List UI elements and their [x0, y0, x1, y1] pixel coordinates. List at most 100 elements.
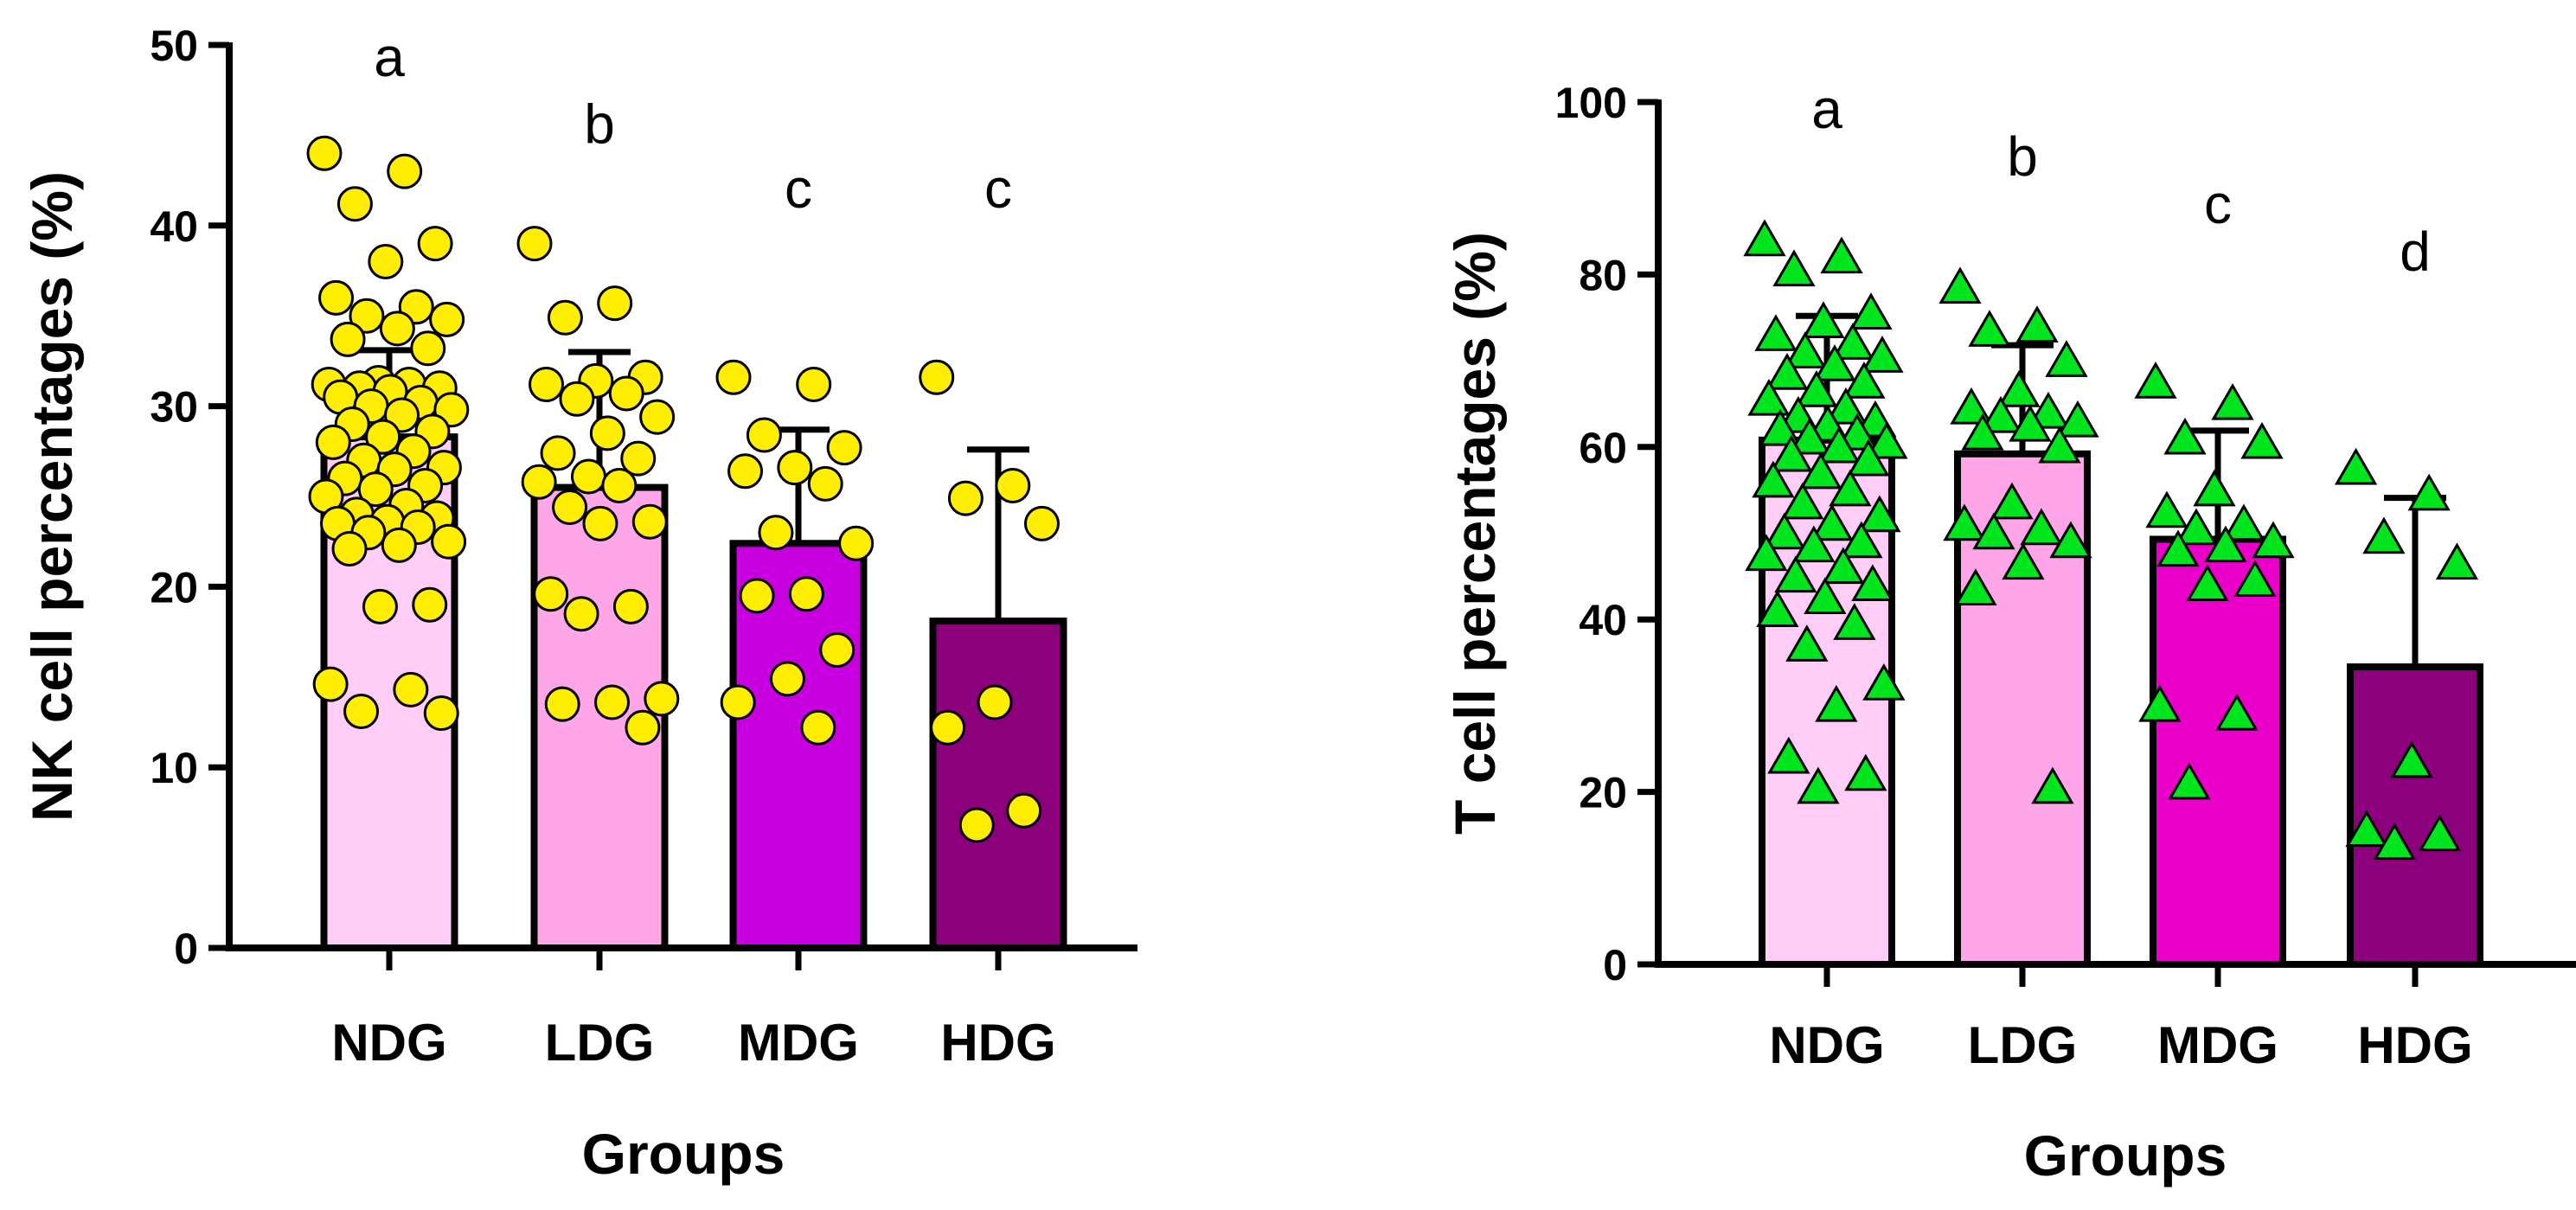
y-tick-label: 0 — [174, 925, 198, 973]
data-point — [1804, 577, 1847, 614]
data-point — [1754, 314, 1797, 351]
data-point — [582, 505, 618, 541]
data-point — [2418, 814, 2462, 852]
nk-cell-chart: 0 10 20 30 40 50 NDG a LDG b MDG c HDG c Groups NK cell… — [20, 22, 1137, 1186]
data-point — [919, 359, 955, 395]
bar — [2347, 663, 2483, 968]
data-point — [552, 490, 588, 526]
data-point — [2175, 508, 2218, 546]
bar — [2150, 535, 2286, 968]
y-tick-label: 40 — [1579, 596, 1627, 644]
data-point — [393, 671, 429, 707]
data-point — [639, 399, 676, 435]
category-label: NDG — [331, 1014, 446, 1072]
data-point — [521, 464, 557, 500]
y-tick-label: 10 — [150, 744, 198, 792]
data-point — [2038, 426, 2081, 464]
data-point — [1979, 395, 2022, 433]
data-point — [720, 684, 756, 720]
data-point — [1862, 663, 1906, 701]
data-point — [620, 440, 657, 477]
data-point — [2222, 503, 2265, 541]
data-point — [387, 153, 423, 189]
significance-letter: c — [2204, 173, 2232, 235]
data-point — [1802, 301, 1845, 338]
t-cell-chart: 0 20 40 60 80 100 NDG a LDG b MDG c HDG d Groups T cell… — [1443, 78, 2576, 1188]
data-point — [547, 299, 583, 336]
x-axis-title: Groups — [582, 1122, 785, 1186]
data-point — [429, 301, 465, 337]
data-point — [777, 450, 813, 486]
data-point — [601, 467, 638, 503]
data-point — [330, 321, 366, 357]
data-point — [1756, 590, 1799, 627]
data-point — [1938, 266, 1982, 304]
data-point — [563, 596, 599, 632]
data-point — [2056, 400, 2099, 438]
y-axis-title: NK cell percentages (%) — [20, 171, 84, 822]
data-point — [1006, 792, 1042, 829]
data-point — [2252, 521, 2295, 559]
data-point — [758, 515, 794, 551]
data-point — [1847, 439, 1890, 477]
data-point — [1747, 378, 1791, 416]
data-point — [2045, 340, 2088, 377]
data-point — [715, 359, 752, 395]
significance-letter: b — [584, 93, 615, 156]
data-point — [381, 527, 417, 563]
data-point — [1842, 362, 1886, 399]
data-point — [1770, 434, 1813, 472]
data-point — [529, 367, 565, 403]
data-point — [516, 226, 553, 262]
data-point — [644, 681, 680, 717]
data-point — [357, 471, 394, 508]
data-point — [800, 709, 836, 746]
data-point — [769, 661, 805, 697]
data-point — [1785, 624, 1829, 662]
data-point — [826, 430, 862, 466]
data-point — [365, 419, 401, 455]
data-point — [1968, 310, 2011, 347]
data-point — [318, 279, 355, 316]
data-point — [1972, 512, 2015, 550]
data-point — [362, 588, 398, 624]
data-point — [2031, 766, 2074, 804]
data-point — [1765, 353, 1809, 390]
data-point — [1797, 766, 1840, 804]
data-point — [1784, 331, 1827, 368]
data-point — [349, 298, 385, 334]
data-point — [343, 693, 380, 729]
data-point — [838, 525, 875, 561]
significance-letter: c — [984, 157, 1012, 220]
data-point — [2049, 521, 2092, 559]
data-point — [379, 311, 415, 347]
data-point — [947, 480, 984, 516]
data-point — [2204, 525, 2247, 563]
data-point — [1822, 547, 1865, 585]
data-point — [315, 424, 351, 460]
data-point — [331, 531, 368, 567]
data-point — [2015, 305, 2059, 343]
significance-letter: c — [785, 157, 812, 220]
data-point — [1954, 568, 1997, 606]
data-point — [2345, 810, 2388, 848]
data-point — [589, 415, 625, 451]
data-point — [1820, 236, 1863, 274]
data-point — [2186, 564, 2229, 602]
data-point — [1023, 505, 1060, 541]
category-label: MDG — [2157, 1016, 2278, 1074]
data-point — [2134, 362, 2177, 399]
data-point — [2215, 693, 2259, 731]
data-point — [958, 807, 995, 843]
data-point — [2027, 391, 2070, 429]
data-point — [2373, 823, 2416, 861]
y-tick-label: 40 — [150, 202, 198, 251]
category-label: HDG — [2357, 1016, 2472, 1074]
data-point — [1774, 555, 1817, 593]
data-point — [1831, 323, 1874, 360]
data-point — [570, 458, 606, 495]
data-point — [819, 631, 855, 668]
data-point — [1817, 426, 1861, 464]
data-point — [2002, 542, 2045, 580]
category-label: HDG — [940, 1014, 1055, 1072]
